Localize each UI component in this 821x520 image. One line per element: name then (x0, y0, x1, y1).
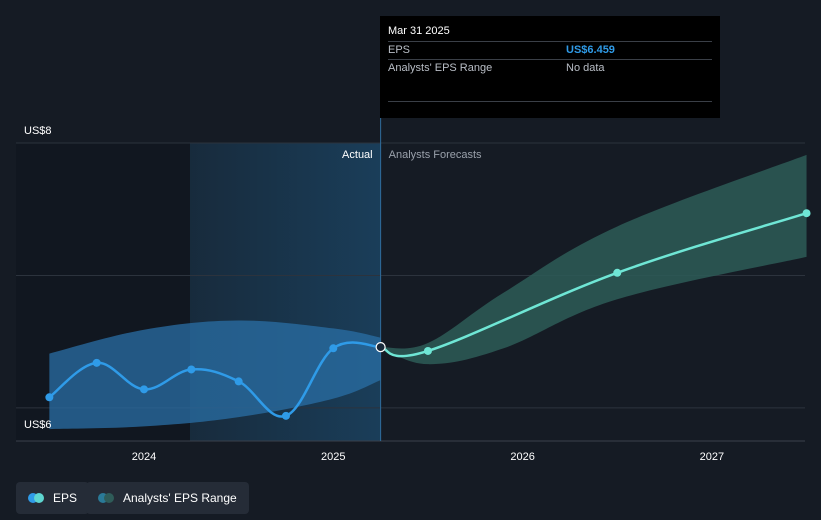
eps-point-forecast-3 (802, 209, 811, 218)
eps-point-forecast-1 (423, 346, 432, 355)
tooltip-eps-value: US$6.459 (566, 44, 615, 56)
eps-line-actual (48, 341, 381, 418)
eps-point-actual-1 (92, 358, 101, 367)
x-tick-label: 2026 (510, 451, 534, 463)
tooltip-range-row: Analysts' EPS Range No data (388, 59, 712, 77)
range-band-actual (49, 320, 381, 430)
eps-legend-icon (28, 493, 46, 503)
eps-point-actual-5 (281, 411, 290, 420)
legend-range-label: Analysts' EPS Range (123, 491, 237, 505)
tooltip-divider (388, 101, 712, 102)
eps-line-forecast (380, 212, 807, 358)
tooltip-eps-label: EPS (388, 44, 411, 56)
legend-eps[interactable]: EPS (16, 482, 90, 514)
legend-range[interactable]: Analysts' EPS Range (86, 482, 249, 514)
eps-point-actual-4 (234, 377, 243, 386)
x-tick-label: 2024 (132, 451, 156, 463)
legend-eps-label: EPS (53, 491, 78, 505)
eps-point-actual-2 (140, 385, 148, 394)
tooltip-date: Mar 31 2025 (388, 25, 450, 37)
forecast-section-label: Analysts Forecasts (389, 149, 482, 161)
eps-point-actual-0 (45, 393, 54, 402)
tooltip-range-value: No data (566, 62, 605, 74)
tooltip-range-label: Analysts' EPS Range (388, 62, 493, 74)
eps-point-forecast-2 (613, 268, 622, 277)
range-legend-icon (98, 493, 116, 503)
x-tick-label: 2025 (321, 451, 345, 463)
y-tick-label: US$8 (24, 125, 52, 137)
eps-point-actual-6 (329, 344, 338, 353)
y-tick-label: US$6 (24, 419, 52, 431)
actual-section-label: Actual (342, 149, 373, 161)
tooltip-panel: Mar 31 2025 EPS US$6.459 Analysts' EPS R… (380, 16, 720, 118)
tooltip-eps-row: EPS US$6.459 (388, 41, 712, 59)
eps-point-actual-3 (187, 365, 196, 374)
eps-point-actual-7 (375, 341, 386, 353)
x-tick-label: 2027 (700, 451, 724, 463)
range-band-forecast (380, 154, 807, 365)
